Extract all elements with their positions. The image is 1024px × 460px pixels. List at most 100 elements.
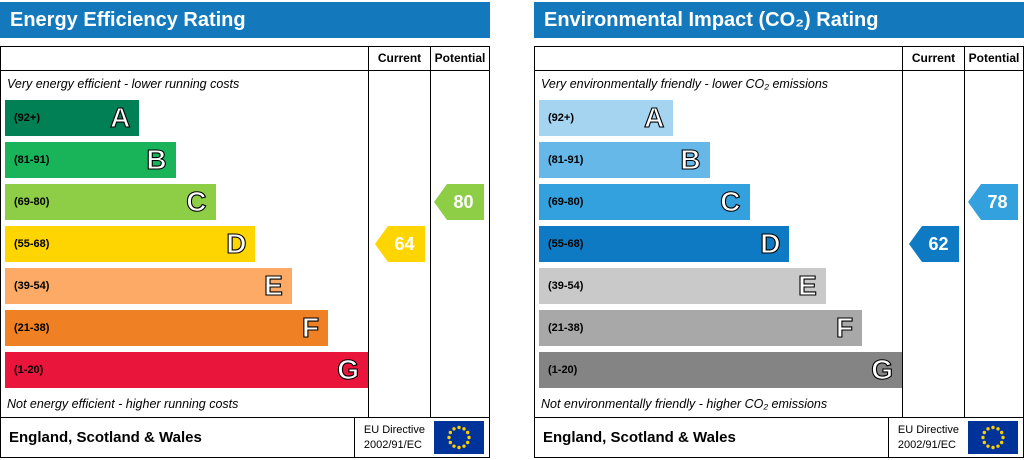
energy-band-d: (55-68) D (5, 226, 256, 262)
band-range-label: (92+) (14, 112, 40, 124)
energy-bands-column: Very energy efficient - lower running co… (1, 47, 369, 417)
band-range-label: (39-54) (548, 280, 584, 292)
eu-directive-line2: 2002/91/EC (897, 438, 956, 451)
environmental-potential-column: Potential 78 (965, 47, 1023, 417)
band-letter: A (110, 101, 131, 133)
energy-chart-title: Energy Efficiency Rating (0, 2, 490, 38)
environmental-band-a: (92+) A (539, 100, 674, 136)
band-range-label: (69-80) (14, 196, 50, 208)
band-letter: G (871, 353, 894, 385)
environmental-band-d: (55-68) D (539, 226, 790, 262)
region-label: England, Scotland & Wales (543, 429, 736, 446)
energy-bottom-note: Not energy efficient - higher running co… (7, 397, 239, 411)
band-range-label: (81-91) (548, 154, 584, 166)
energy-current-rating-arrow: 64 (375, 226, 425, 262)
energy-band-g: (1-20) G (5, 352, 368, 388)
environmental-chart-footer: England, Scotland & Wales EU Directive 2… (535, 417, 1023, 457)
energy-chart-footer: England, Scotland & Wales EU Directive 2… (1, 417, 489, 457)
current-column-header: Current (903, 47, 964, 71)
band-letter: G (337, 353, 360, 385)
potential-arrow-area: 80 (431, 71, 489, 417)
current-arrow-area: 62 (903, 71, 964, 417)
band-letter: D (760, 227, 781, 259)
environmental-chart-grid: Very environmentally friendly - lower CO… (535, 47, 1023, 417)
environmental-top-note: Very environmentally friendly - lower CO… (541, 77, 829, 91)
environmental-current-column: Current 62 (903, 47, 965, 417)
band-row: (1-20) G (1, 349, 368, 391)
band-letter: A (644, 101, 665, 133)
band-letter: F (835, 311, 854, 343)
band-row: (1-20) G (535, 349, 902, 391)
energy-efficiency-panel: Energy Efficiency Rating Very energy eff… (0, 2, 490, 458)
eu-flag-icon (968, 421, 1018, 454)
band-row: (69-80) C (535, 181, 902, 223)
environmental-chart-frame: Very environmentally friendly - lower CO… (534, 46, 1024, 458)
band-range-label: (92+) (548, 112, 574, 124)
band-row: (21-38) F (1, 307, 368, 349)
environmental-bands-column: Very environmentally friendly - lower CO… (535, 47, 903, 417)
energy-top-note: Very energy efficient - lower running co… (7, 77, 240, 91)
energy-band-f: (21-38) F (5, 310, 329, 346)
band-row: (81-91) B (1, 139, 368, 181)
energy-current-column: Current 64 (369, 47, 431, 417)
potential-column-header: Potential (965, 47, 1023, 71)
eu-directive-line1: EU Directive (363, 423, 425, 436)
environmental-potential-rating-arrow: 78 (968, 184, 1018, 220)
band-range-label: (81-91) (14, 154, 50, 166)
band-letter: C (186, 185, 207, 217)
band-range-label: (55-68) (548, 238, 584, 250)
energy-chart-grid: Very energy efficient - lower running co… (1, 47, 489, 417)
environmental-current-rating-arrow: 62 (909, 226, 959, 262)
band-range-label: (39-54) (14, 280, 50, 292)
band-letter: D (226, 227, 247, 259)
eu-directive-line2: 2002/91/EC (363, 438, 422, 451)
band-letter: E (264, 269, 284, 301)
environmental-impact-panel: Environmental Impact (CO₂) Rating Very e… (534, 2, 1024, 458)
band-row: (81-91) B (535, 139, 902, 181)
band-row: (39-54) E (1, 265, 368, 307)
environmental-band-b: (81-91) B (539, 142, 710, 178)
eu-directive-text: EU Directive 2002/91/EC (353, 418, 434, 457)
current-arrow-area: 64 (369, 71, 430, 417)
band-letter: C (720, 185, 741, 217)
energy-band-e: (39-54) E (5, 268, 292, 304)
band-row: (39-54) E (535, 265, 902, 307)
energy-band-b: (81-91) B (5, 142, 176, 178)
region-label: England, Scotland & Wales (9, 429, 202, 446)
eu-flag-icon (434, 421, 484, 454)
band-row: (55-68) D (1, 223, 368, 265)
environmental-chart-title: Environmental Impact (CO₂) Rating (534, 2, 1024, 38)
energy-chart-frame: Very energy efficient - lower running co… (0, 46, 490, 458)
potential-column-header: Potential (431, 47, 489, 71)
eu-directive-line1: EU Directive (897, 423, 959, 436)
eu-directive-text: EU Directive 2002/91/EC (887, 418, 968, 457)
header-spacer (1, 47, 368, 71)
environmental-band-e: (39-54) E (539, 268, 826, 304)
environmental-bottom-note: Not environmentally friendly - higher CO… (541, 397, 828, 411)
band-row: (69-80) C (1, 181, 368, 223)
band-range-label: (69-80) (548, 196, 584, 208)
potential-arrow-area: 78 (965, 71, 1023, 417)
header-spacer (535, 47, 902, 71)
environmental-band-f: (21-38) F (539, 310, 863, 346)
band-range-label: (21-38) (14, 322, 50, 334)
band-letter: E (798, 269, 818, 301)
environmental-band-g: (1-20) G (539, 352, 902, 388)
band-letter: F (301, 311, 320, 343)
energy-potential-rating-arrow: 80 (434, 184, 484, 220)
band-row: (55-68) D (535, 223, 902, 265)
band-row: (92+) A (1, 97, 368, 139)
band-row: (92+) A (535, 97, 902, 139)
band-row: (21-38) F (535, 307, 902, 349)
band-letter: B (146, 143, 167, 175)
energy-band-a: (92+) A (5, 100, 140, 136)
band-range-label: (21-38) (548, 322, 584, 334)
band-range-label: (1-20) (14, 364, 44, 376)
energy-potential-column: Potential 80 (431, 47, 489, 417)
current-column-header: Current (369, 47, 430, 71)
band-letter: B (680, 143, 701, 175)
band-range-label: (1-20) (548, 364, 578, 376)
environmental-band-c: (69-80) C (539, 184, 750, 220)
energy-band-c: (69-80) C (5, 184, 216, 220)
